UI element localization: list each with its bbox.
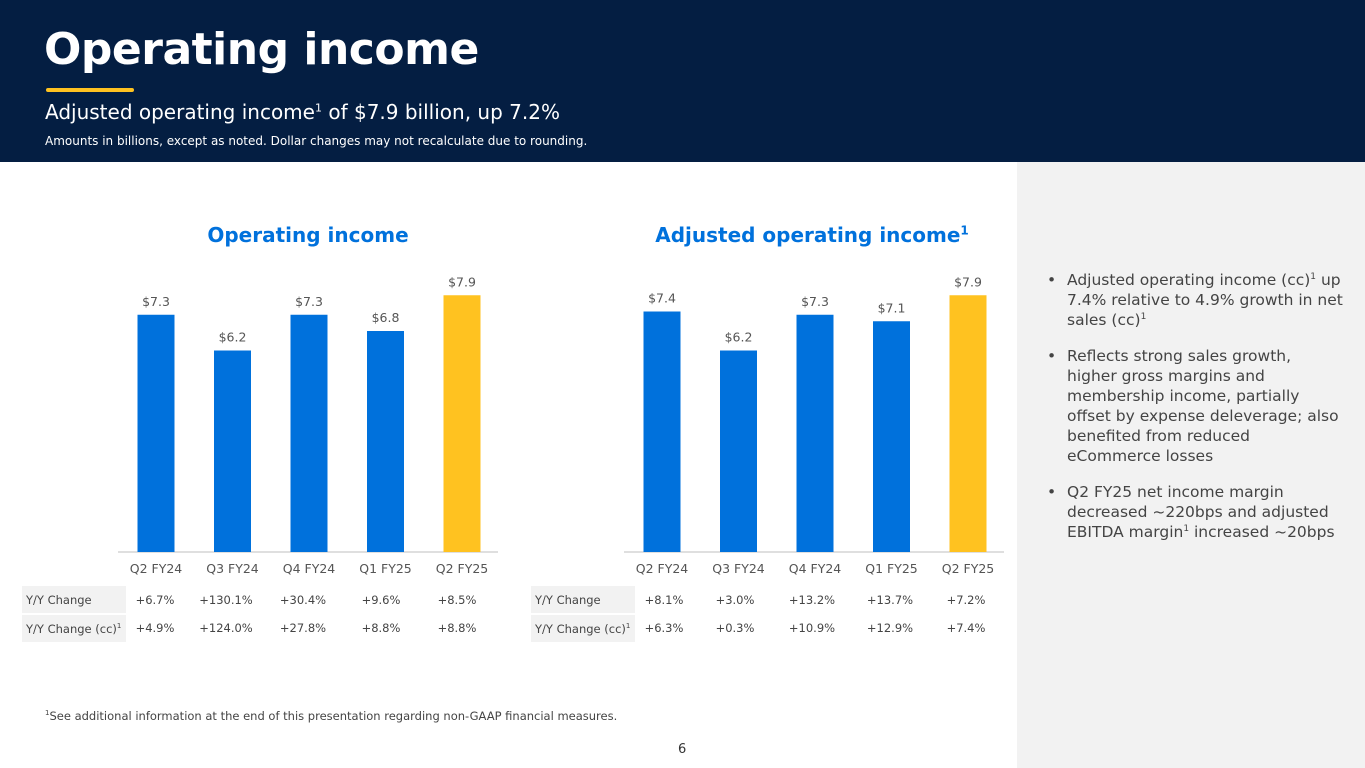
operating-income-bar-chart: $7.3 Q2 FY24 $6.2 Q3 FY24 $7.3 Q4 FY24 $6.8 Q1 …: [118, 274, 498, 576]
page-subtitle: Adjusted operating income1 of $7.9 billi…: [45, 100, 560, 124]
table-cell: +12.9%: [866, 621, 914, 635]
table-row: Y/Y Change +6.7% +130.1% +30.4% +9.6% +8…: [22, 586, 490, 615]
adjusted-operating-income-bar-chart: $7.4 Q2 FY24 $6.2 Q3 FY24 $7.3 Q4 FY24 $7.1 Q1 …: [624, 274, 1004, 576]
operating-income-change-table: Y/Y Change +6.7% +130.1% +30.4% +9.6% +8…: [22, 586, 490, 642]
table-cell: +13.7%: [866, 593, 914, 607]
footnote-marker: 1: [625, 621, 631, 630]
footnote-marker: 1: [960, 223, 969, 238]
x-tick-label: Q2 FY25: [436, 561, 489, 576]
page-title: Operating income: [44, 24, 479, 75]
table-row: Y/Y Change +8.1% +3.0% +13.2% +13.7% +7.…: [531, 586, 999, 615]
title-accent-line: [46, 88, 134, 92]
table-cell: +8.5%: [437, 593, 477, 607]
bar: [443, 295, 481, 552]
bar-value-label: $7.3: [295, 294, 323, 309]
table-cell: +130.1%: [199, 593, 253, 607]
operating-income-chart-title: Operating income: [207, 223, 408, 247]
row-header: Y/Y Change (cc)1: [531, 614, 635, 642]
bar: [796, 314, 834, 552]
bar: [873, 321, 910, 552]
bullet-text: Q2 FY25 net income margin decreased ~220…: [1067, 483, 1329, 541]
chart-title-text: Adjusted operating income: [655, 223, 961, 247]
footnote-marker: 1: [1183, 523, 1190, 534]
commentary-panel: [1017, 162, 1365, 768]
bar: [137, 314, 175, 552]
bullet-item: • Adjusted operating income (cc)1 up 7.4%…: [1045, 270, 1345, 330]
table-cell: +8.8%: [361, 621, 401, 635]
row-header: Y/Y Change (cc)1: [22, 614, 126, 642]
table-cell: +8.1%: [644, 593, 684, 607]
bar: [949, 295, 987, 552]
table-cell: +30.4%: [279, 593, 327, 607]
x-tick-label: Q2 FY24: [636, 561, 689, 576]
bar-value-label: $7.1: [878, 300, 906, 315]
chart-title-text: Operating income: [207, 223, 409, 247]
bullet-dot: •: [1047, 483, 1057, 501]
commentary-bullets: • Adjusted operating income (cc)1 up 7.4%…: [1045, 270, 1345, 558]
footnote-marker: 1: [1310, 271, 1317, 282]
table-cell: +7.4%: [946, 621, 986, 635]
bar: [643, 311, 681, 552]
bar-value-label: $7.3: [142, 294, 170, 309]
row-header: Y/Y Change: [22, 586, 126, 615]
table-cell: +10.9%: [788, 621, 836, 635]
bullet-text: Adjusted operating income (cc): [1067, 271, 1311, 289]
x-tick-label: Q3 FY24: [206, 561, 259, 576]
table-cell: +3.0%: [715, 593, 755, 607]
x-tick-label: Q1 FY25: [359, 561, 412, 576]
bullet-dot: •: [1047, 271, 1057, 289]
table-cell: +6.7%: [135, 593, 175, 607]
row-header-text: Y/Y Change (cc): [26, 621, 117, 636]
bar: [367, 331, 404, 552]
x-tick-label: Q4 FY24: [789, 561, 842, 576]
table-cell: +4.9%: [135, 621, 175, 635]
row-header: Y/Y Change: [531, 586, 635, 615]
footnote-text: See additional information at the end of…: [49, 709, 618, 723]
header-banner: [0, 0, 1365, 162]
amounts-note: Amounts in billions, except as noted. Do…: [45, 134, 588, 148]
bar-value-label: $7.4: [648, 291, 676, 306]
bar-value-label: $7.9: [448, 274, 476, 289]
subtitle-text-start: Adjusted operating income: [45, 100, 315, 124]
adjusted-operating-income-chart-title: Adjusted operating income1: [655, 223, 969, 247]
footnote-marker: 1: [45, 709, 50, 718]
table-cell: +13.2%: [788, 593, 836, 607]
table-cell: +0.3%: [715, 621, 755, 635]
table-cell: +6.3%: [644, 621, 684, 635]
table-cell: +7.2%: [946, 593, 986, 607]
x-tick-label: Q3 FY24: [712, 561, 765, 576]
bullet-item: • Reflects strong sales growth, higher gr…: [1045, 346, 1345, 466]
bar-value-label: $6.2: [219, 330, 247, 345]
footnote: 1See additional information at the end o…: [45, 709, 617, 723]
bar-value-label: $7.9: [954, 274, 982, 289]
bullet-text: Reflects strong sales growth, higher gro…: [1067, 347, 1339, 465]
table-cell: +124.0%: [199, 621, 253, 635]
bullet-item: • Q2 FY25 net income margin decreased ~22…: [1045, 482, 1345, 542]
subtitle-footnote-marker: 1: [314, 101, 322, 115]
bar-value-label: $6.2: [725, 330, 753, 345]
bar: [720, 350, 757, 552]
footnote-marker: 1: [1140, 311, 1147, 322]
adjusted-operating-income-change-table: Y/Y Change +8.1% +3.0% +13.2% +13.7% +7.…: [531, 586, 999, 642]
table-cell: +8.8%: [437, 621, 477, 635]
bullet-text: up 7.4% relative to 4.9% growth in net s…: [1067, 271, 1343, 329]
x-tick-label: Q1 FY25: [865, 561, 918, 576]
bullet-dot: •: [1047, 347, 1057, 365]
x-tick-label: Q4 FY24: [283, 561, 336, 576]
x-tick-label: Q2 FY25: [942, 561, 995, 576]
page-number: 6: [678, 742, 687, 757]
bar-value-label: $7.3: [801, 294, 829, 309]
table-row: Y/Y Change (cc)1 +4.9% +124.0% +27.8% +8…: [22, 614, 490, 642]
table-cell: +9.6%: [361, 593, 401, 607]
table-cell: +27.8%: [279, 621, 327, 635]
bullet-text: increased ~20bps: [1189, 523, 1335, 541]
bar: [290, 314, 328, 552]
subtitle-text-end: of $7.9 billion, up 7.2%: [321, 100, 560, 124]
bar: [214, 350, 251, 552]
bar-value-label: $6.8: [372, 310, 400, 325]
row-header-text: Y/Y Change (cc): [535, 621, 626, 636]
table-row: Y/Y Change (cc)1 +6.3% +0.3% +10.9% +12.…: [531, 614, 999, 642]
footnote-marker: 1: [116, 621, 122, 630]
x-tick-label: Q2 FY24: [130, 561, 183, 576]
